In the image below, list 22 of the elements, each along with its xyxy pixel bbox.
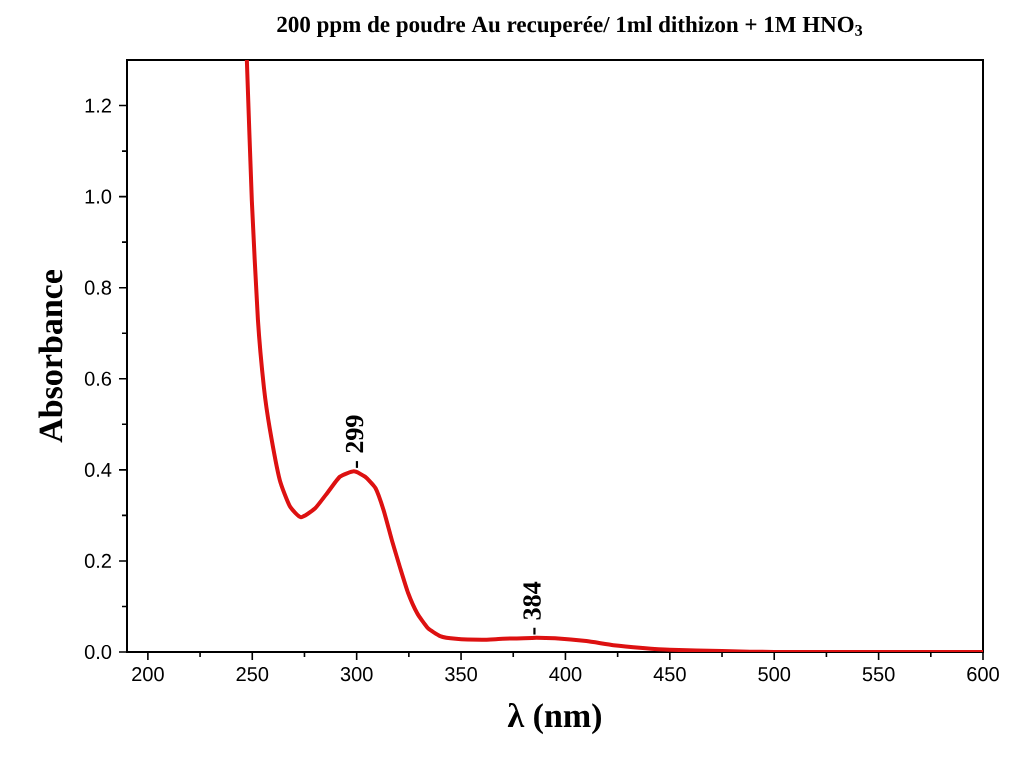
annotation: - 384	[523, 581, 541, 635]
annotation: - 299	[345, 415, 364, 468]
x-tick-label: 250	[236, 667, 269, 682]
y-tick-label: 0.8	[84, 280, 112, 295]
x-tick-label: 300	[340, 667, 373, 682]
y-tick-label: 0.2	[84, 553, 111, 568]
x-tick-label: 200	[132, 667, 164, 682]
y-tick-label: 0.4	[84, 462, 112, 477]
y-axis-title: Absorbance	[38, 270, 63, 443]
y-tick-label: 0.0	[84, 644, 112, 660]
y-tick-label: 0.6	[84, 371, 112, 386]
line-series	[244, 60, 983, 652]
x-tick-label: 500	[758, 667, 791, 682]
y-tick-label: 1.0	[85, 189, 112, 204]
chart-title: 200 ppm de poudre Au recuperée/ 1ml dithizon + 1M HNO$_{3}$	[277, 16, 863, 37]
x-tick-label: 550	[862, 667, 895, 682]
y-tick-label: 1.2	[85, 98, 111, 113]
x-tick-label: 600	[967, 667, 999, 682]
x-tick-label: 450	[653, 667, 686, 682]
x-axis-title: λ (nm)	[507, 702, 601, 735]
x-tick-label: 350	[445, 667, 477, 682]
x-tick-label: 400	[549, 667, 582, 682]
